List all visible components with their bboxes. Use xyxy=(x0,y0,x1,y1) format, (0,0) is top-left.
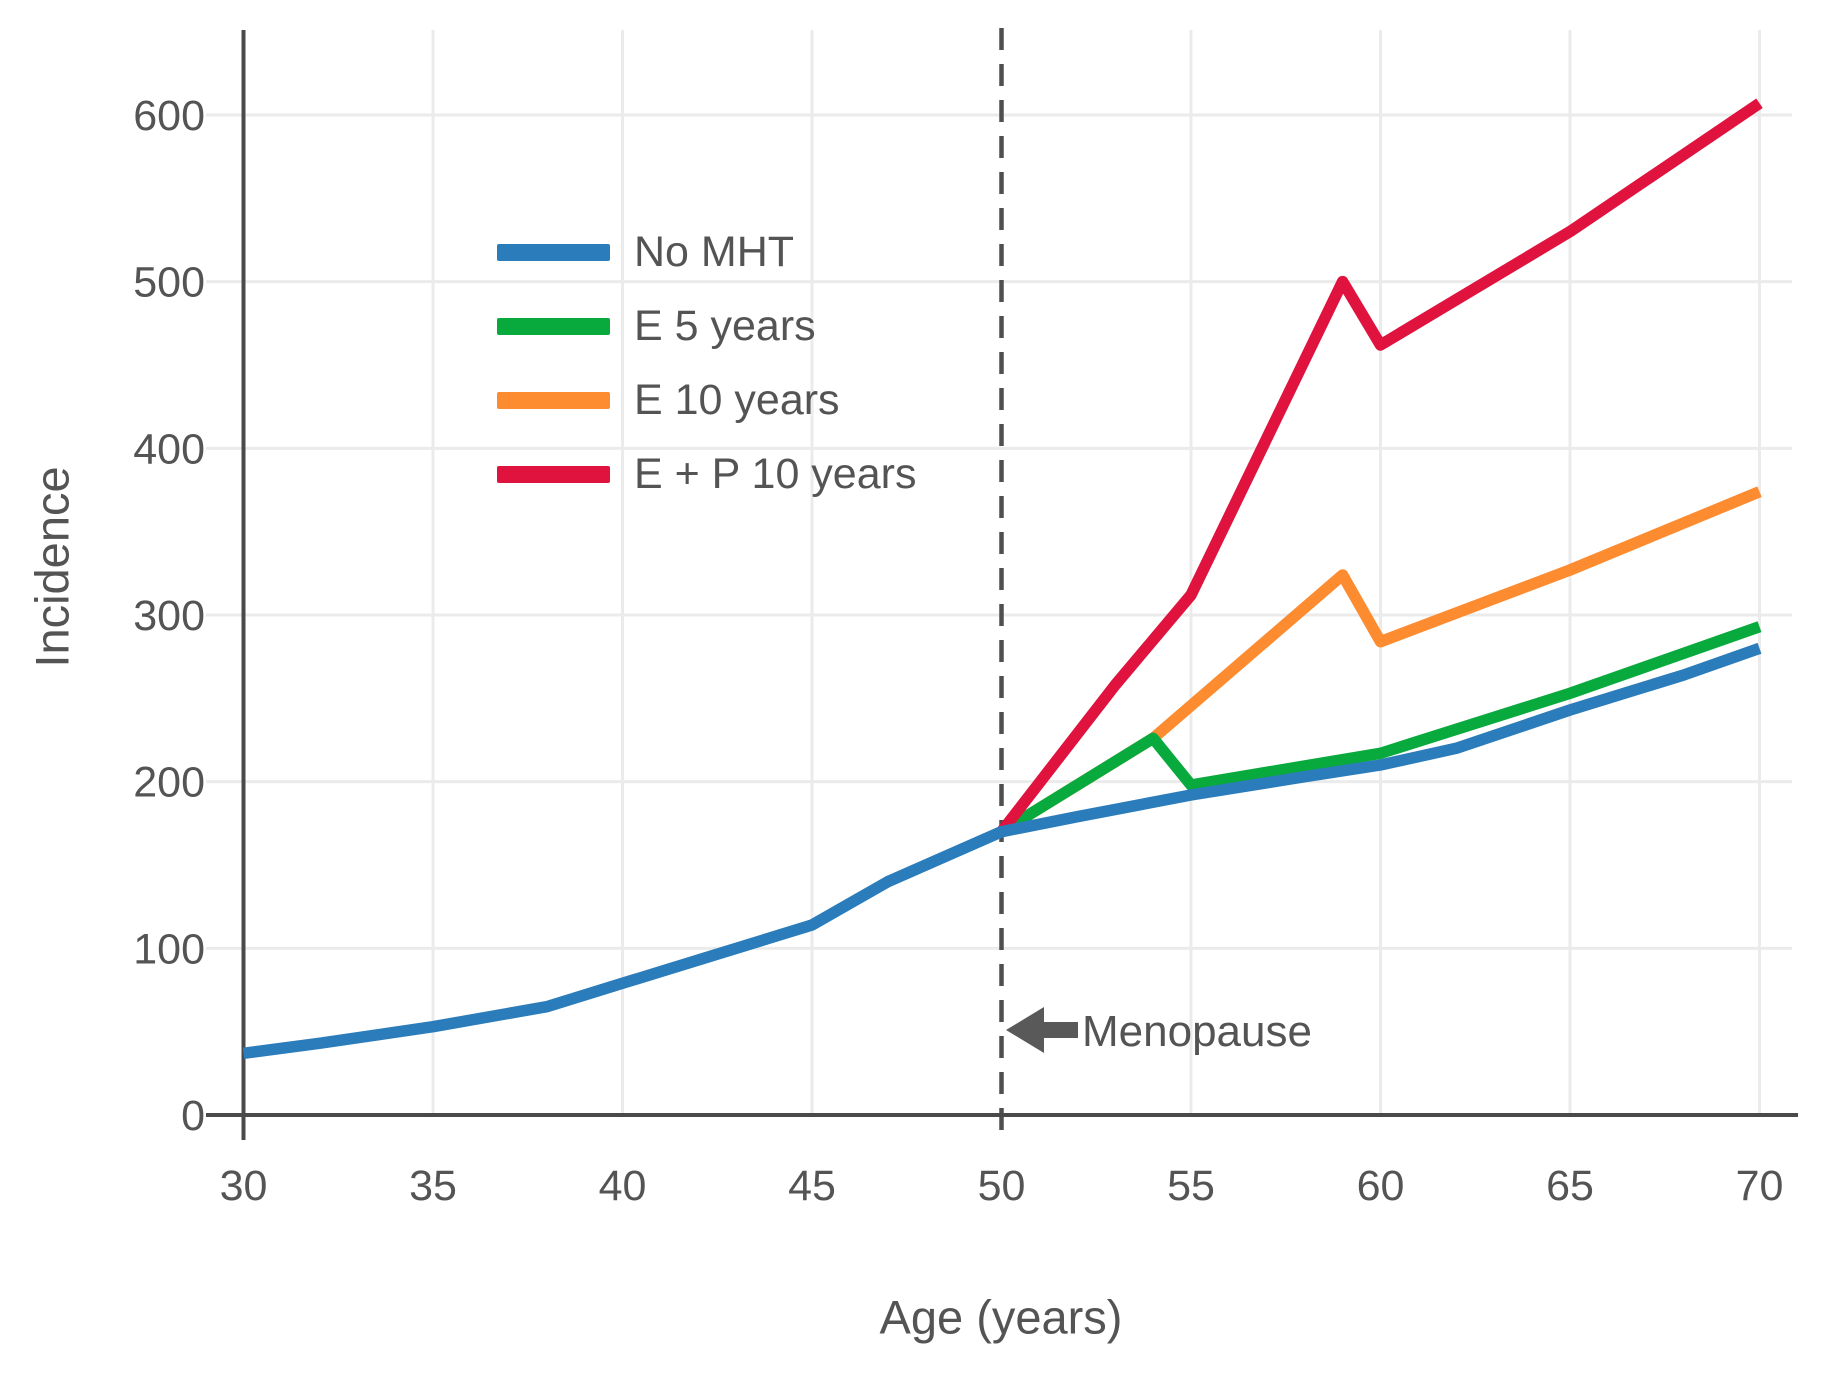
x-tick-label-70: 70 xyxy=(1736,1162,1784,1210)
legend-swatch-e-5-years xyxy=(497,317,610,335)
legend-label-no-mht: No MHT xyxy=(634,227,795,276)
x-axis-title: Age (years) xyxy=(879,1290,1123,1344)
series-line-e-p-10-years xyxy=(996,98,1763,836)
y-tick-label-300: 300 xyxy=(133,592,205,640)
legend-item-e-10-years: E 10 years xyxy=(497,363,916,437)
y-axis-title: Incidence xyxy=(25,466,79,668)
x-tick-label-30: 30 xyxy=(220,1162,268,1210)
y-tick-label-400: 400 xyxy=(133,425,205,473)
x-tick-label-40: 40 xyxy=(599,1162,647,1210)
x-tick-label-65: 65 xyxy=(1546,1162,1594,1210)
menopause-annotation: Menopause xyxy=(1006,1007,1312,1056)
legend-item-no-mht: No MHT xyxy=(497,215,916,289)
y-tick-label-600: 600 xyxy=(133,92,205,140)
y-tick-label-200: 200 xyxy=(133,759,205,807)
series-line-e-5-years xyxy=(998,621,1762,837)
y-tick-label-0: 0 xyxy=(181,1092,205,1140)
left-arrow-icon xyxy=(1006,1007,1044,1053)
left-arrow-shaft xyxy=(1040,1022,1078,1038)
legend-label-e-10-years: E 10 years xyxy=(634,375,840,424)
y-tick-label-100: 100 xyxy=(133,925,205,973)
legend-item-e-p-10-years: E + P 10 years xyxy=(497,437,916,511)
legend: No MHT E 5 years E 10 years E + P 10 years xyxy=(497,215,916,511)
legend-label-e-5-years: E 5 years xyxy=(634,301,816,350)
x-tick-label-60: 60 xyxy=(1357,1162,1405,1210)
series-line-no-mht xyxy=(242,642,1762,1060)
menopause-label: Menopause xyxy=(1082,1007,1312,1056)
legend-swatch-e-10-years xyxy=(497,391,610,409)
legend-swatch-no-mht xyxy=(497,243,610,261)
x-tick-label-55: 55 xyxy=(1167,1162,1215,1210)
legend-item-e-5-years: E 5 years xyxy=(497,289,916,363)
legend-swatch-e-p-10-years xyxy=(497,465,610,483)
x-tick-label-35: 35 xyxy=(409,1162,457,1210)
x-tick-label-50: 50 xyxy=(978,1162,1026,1210)
y-tick-label-500: 500 xyxy=(133,259,205,307)
legend-label-e-p-10-years: E + P 10 years xyxy=(634,449,917,498)
x-tick-label-45: 45 xyxy=(788,1162,836,1210)
